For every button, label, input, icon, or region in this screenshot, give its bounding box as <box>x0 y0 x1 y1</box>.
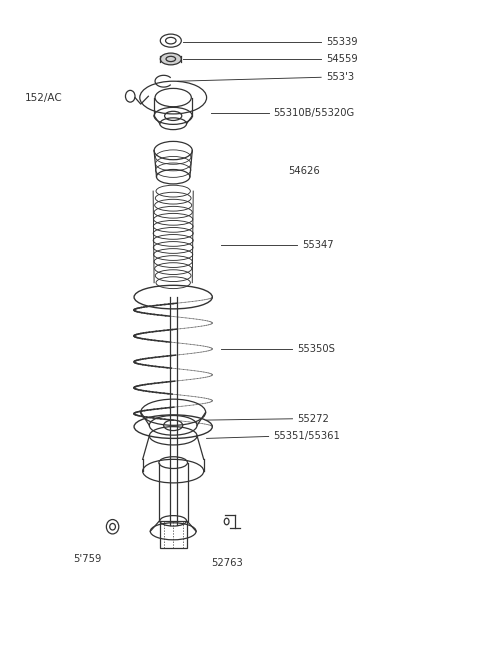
Text: 54559: 54559 <box>326 54 358 64</box>
Text: 55310B/55320G: 55310B/55320G <box>274 108 355 118</box>
Text: 54626: 54626 <box>288 166 320 177</box>
Text: 52763: 52763 <box>211 558 243 568</box>
Text: 55351/55361: 55351/55361 <box>274 432 340 442</box>
Text: 55350S: 55350S <box>297 344 335 354</box>
Text: 152/AC: 152/AC <box>25 93 63 103</box>
Text: 55347: 55347 <box>302 240 334 250</box>
Text: 553'3: 553'3 <box>326 72 354 82</box>
Ellipse shape <box>160 53 181 65</box>
Bar <box>160 521 187 549</box>
Text: 5'759: 5'759 <box>73 554 101 564</box>
Text: 55272: 55272 <box>297 414 329 424</box>
Text: 55339: 55339 <box>326 37 358 47</box>
